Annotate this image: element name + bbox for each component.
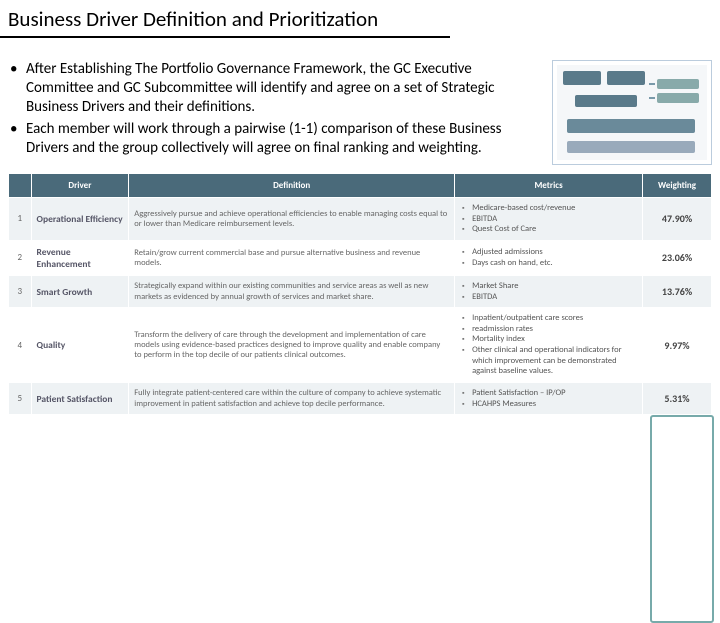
driver-weight: 13.76% <box>643 275 712 307</box>
metric-item: Days cash on hand, etc. <box>462 258 637 269</box>
row-index: 4 <box>9 308 32 383</box>
driver-name: Patient Satisfaction <box>31 382 129 414</box>
driver-definition: Strategically expand within our existing… <box>129 275 455 307</box>
table-row: 3Smart GrowthStrategically expand within… <box>9 275 712 307</box>
table-row: 4QualityTransform the delivery of care t… <box>9 308 712 383</box>
metric-item: Other clinical and operational indicator… <box>462 345 637 377</box>
row-index: 5 <box>9 382 32 414</box>
table-body: 1Operational EfficiencyAggressively purs… <box>9 198 712 415</box>
table-row: 2Revenue EnhancementRetain/grow current … <box>9 240 712 275</box>
driver-definition: Transform the delivery of care through t… <box>129 308 455 383</box>
col-driver: Driver <box>31 174 129 198</box>
metric-item: Market Share <box>462 281 637 292</box>
col-metrics: Metrics <box>455 174 643 198</box>
metric-item: Adjusted admissions <box>462 247 637 258</box>
metric-item: Medicare-based cost/revenue <box>462 203 637 214</box>
metric-item: EBITDA <box>462 214 637 225</box>
driver-weight: 23.06% <box>643 240 712 275</box>
metric-item: Mortality index <box>462 334 637 345</box>
content-row: After Establishing The Portfolio Governa… <box>0 38 720 165</box>
weighting-highlight-box <box>650 415 714 623</box>
table-header-row: Driver Definition Metrics Weighting <box>9 174 712 198</box>
row-index: 2 <box>9 240 32 275</box>
metric-item: readmission rates <box>462 324 637 335</box>
bullet-item: After Establishing The Portfolio Governa… <box>8 60 542 116</box>
driver-name: Smart Growth <box>31 275 129 307</box>
metric-item: Inpatient/outpatient care scores <box>462 313 637 324</box>
col-blank <box>9 174 32 198</box>
metric-item: Patient Satisfaction – IP/OP <box>462 388 637 399</box>
driver-weight: 47.90% <box>643 198 712 241</box>
driver-definition: Fully integrate patient-centered care wi… <box>129 382 455 414</box>
col-definition: Definition <box>129 174 455 198</box>
driver-name: Revenue Enhancement <box>31 240 129 275</box>
row-index: 3 <box>9 275 32 307</box>
framework-thumbnail <box>552 60 712 165</box>
col-weighting: Weighting <box>643 174 712 198</box>
driver-name: Quality <box>31 308 129 383</box>
driver-metrics: Inpatient/outpatient care scoresreadmiss… <box>455 308 643 383</box>
page-title: Business Driver Definition and Prioritiz… <box>0 0 450 38</box>
table-row: 1Operational EfficiencyAggressively purs… <box>9 198 712 241</box>
row-index: 1 <box>9 198 32 241</box>
metric-item: EBITDA <box>462 292 637 303</box>
driver-metrics: Adjusted admissionsDays cash on hand, et… <box>455 240 643 275</box>
driver-weight: 5.31% <box>643 382 712 414</box>
metric-item: HCAHPS Measures <box>462 399 637 410</box>
metric-item: Quest Cost of Care <box>462 224 637 235</box>
driver-definition: Retain/grow current commercial base and … <box>129 240 455 275</box>
driver-definition: Aggressively pursue and achieve operatio… <box>129 198 455 241</box>
driver-weight: 9.97% <box>643 308 712 383</box>
driver-metrics: Patient Satisfaction – IP/OPHCAHPS Measu… <box>455 382 643 414</box>
table-row: 5Patient SatisfactionFully integrate pat… <box>9 382 712 414</box>
bullet-list: After Establishing The Portfolio Governa… <box>8 60 542 165</box>
drivers-table: Driver Definition Metrics Weighting 1Ope… <box>8 173 712 415</box>
driver-metrics: Market ShareEBITDA <box>455 275 643 307</box>
bullet-item: Each member will work through a pairwise… <box>8 120 542 158</box>
driver-metrics: Medicare-based cost/revenueEBITDAQuest C… <box>455 198 643 241</box>
driver-name: Operational Efficiency <box>31 198 129 241</box>
drivers-table-wrap: Driver Definition Metrics Weighting 1Ope… <box>0 165 720 415</box>
